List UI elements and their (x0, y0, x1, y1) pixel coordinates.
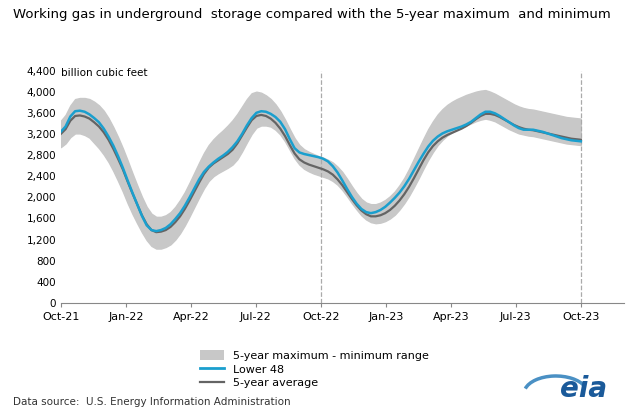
Text: Working gas in underground  storage compared with the 5-year maximum  and minimu: Working gas in underground storage compa… (13, 8, 611, 21)
Text: eia: eia (560, 376, 607, 403)
Text: billion cubic feet: billion cubic feet (61, 68, 147, 78)
Text: Data source:  U.S. Energy Information Administration: Data source: U.S. Energy Information Adm… (13, 397, 291, 407)
Legend: 5-year maximum - minimum range, Lower 48, 5-year average: 5-year maximum - minimum range, Lower 48… (200, 350, 429, 388)
